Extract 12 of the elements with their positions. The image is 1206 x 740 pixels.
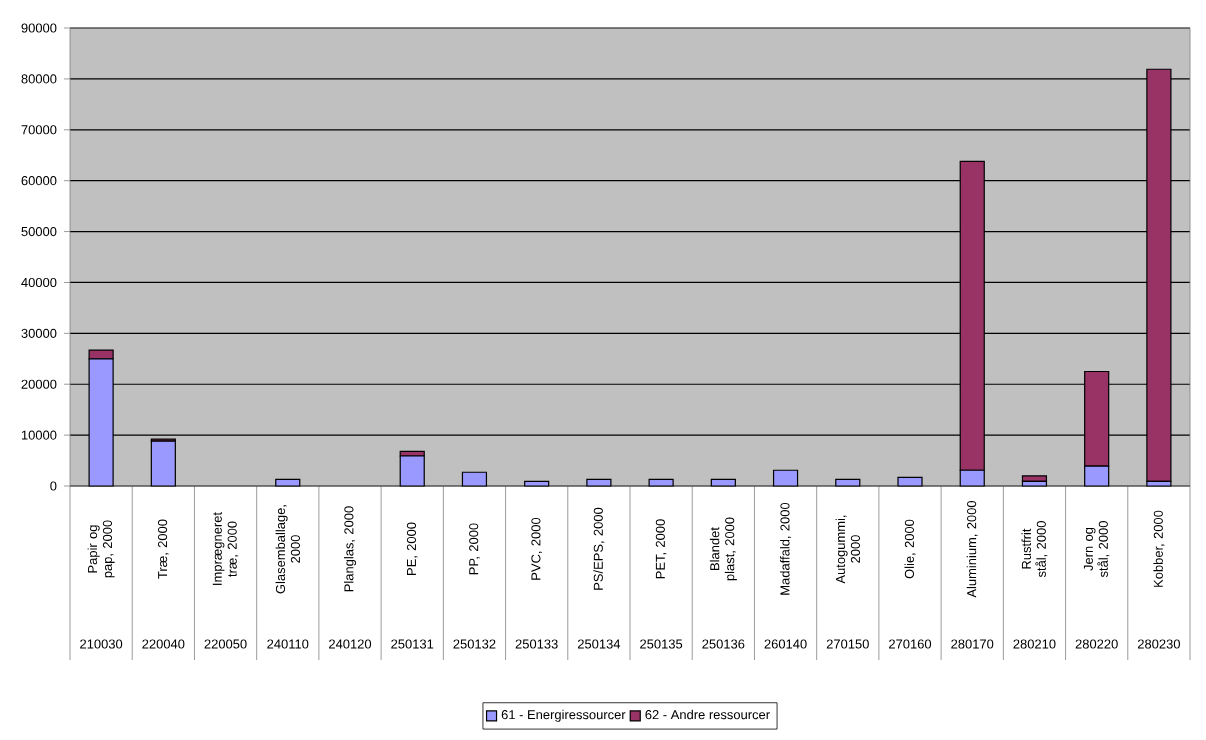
bar bbox=[461, 471, 488, 487]
bar bbox=[150, 440, 176, 487]
bar bbox=[835, 478, 861, 487]
bar bbox=[648, 478, 674, 487]
bar bbox=[399, 455, 425, 487]
bar bbox=[586, 478, 612, 487]
bar bbox=[1021, 480, 1048, 487]
bar bbox=[710, 478, 736, 487]
bar bbox=[524, 480, 550, 487]
bar bbox=[772, 469, 799, 487]
bar bbox=[897, 476, 923, 487]
bar bbox=[275, 478, 301, 487]
